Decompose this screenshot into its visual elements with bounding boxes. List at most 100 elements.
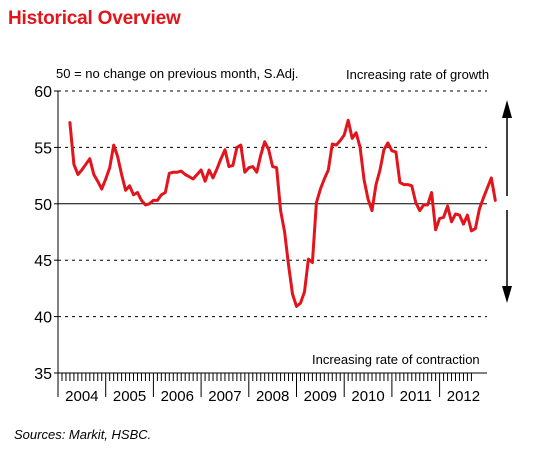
data-point xyxy=(332,143,333,144)
down-arrow-head xyxy=(502,286,512,303)
data-point xyxy=(260,155,261,156)
data-point xyxy=(109,167,110,168)
data-point xyxy=(252,166,253,167)
data-point xyxy=(157,200,158,201)
data-point xyxy=(189,176,190,177)
data-point xyxy=(73,164,74,165)
data-point xyxy=(340,140,341,141)
data-point xyxy=(89,158,90,159)
data-point xyxy=(344,134,345,135)
growth-annotation: Increasing rate of growth xyxy=(346,67,490,82)
data-point xyxy=(360,147,361,148)
data-point xyxy=(125,190,126,191)
data-point xyxy=(371,210,372,211)
y-tick-label: 60 xyxy=(34,84,52,101)
data-point xyxy=(121,174,122,175)
data-point xyxy=(312,262,313,263)
data-point xyxy=(296,306,297,307)
data-point xyxy=(276,167,277,168)
y-tick-label: 45 xyxy=(34,253,52,270)
data-point xyxy=(81,169,82,170)
data-point xyxy=(77,174,78,175)
data-point xyxy=(232,165,233,166)
data-point xyxy=(185,174,186,175)
x-tick-label: 2011 xyxy=(400,388,432,405)
data-point xyxy=(93,174,94,175)
data-point xyxy=(193,178,194,179)
up-arrow-head xyxy=(502,100,512,118)
data-point xyxy=(475,228,476,229)
data-point xyxy=(455,213,456,214)
data-point xyxy=(129,185,130,186)
x-tick-label: 2005 xyxy=(113,388,146,405)
data-point xyxy=(324,178,325,179)
data-point xyxy=(280,210,281,211)
data-point xyxy=(387,142,388,143)
data-point xyxy=(209,169,210,170)
data-point xyxy=(105,178,106,179)
data-point xyxy=(403,184,404,185)
x-tick-label: 2007 xyxy=(208,388,241,405)
data-point xyxy=(256,172,257,173)
data-point xyxy=(240,145,241,146)
data-point xyxy=(379,169,380,170)
gridlines xyxy=(58,90,487,318)
baseline-note: 50 = no change on previous month, S.Adj. xyxy=(56,66,299,81)
data-point xyxy=(407,184,408,185)
data-point xyxy=(328,169,329,170)
data-point xyxy=(244,172,245,173)
source-note: Sources: Markit, HSBC. xyxy=(14,427,152,442)
data-point xyxy=(165,192,166,193)
data-point xyxy=(216,168,217,169)
data-point xyxy=(117,156,118,157)
data-point xyxy=(228,166,229,167)
x-tick-label: 2009 xyxy=(304,388,337,405)
data-point xyxy=(391,150,392,151)
data-point xyxy=(268,149,269,150)
data-point xyxy=(431,192,432,193)
data-point xyxy=(248,167,249,168)
data-point xyxy=(161,194,162,195)
data-point xyxy=(364,180,365,181)
contraction-annotation: Increasing rate of contraction xyxy=(312,352,480,367)
data-point xyxy=(383,149,384,150)
data-point xyxy=(368,199,369,200)
data-point xyxy=(320,189,321,190)
x-tick-label: 2008 xyxy=(256,388,289,405)
data-point xyxy=(153,200,154,201)
y-tick-label: 40 xyxy=(34,310,52,327)
chart-title: Historical Overview xyxy=(8,8,181,29)
x-axis: 2004 2005 2006 2007 2008 2009 2010 2011 2012 xyxy=(57,372,487,405)
data-point xyxy=(69,122,70,123)
x-tick-label: 2012 xyxy=(447,388,480,405)
data-point xyxy=(352,138,353,139)
y-tick-label: 55 xyxy=(34,140,52,157)
data-point xyxy=(419,210,420,211)
data-point xyxy=(133,194,134,195)
data-point xyxy=(177,172,178,173)
data-point xyxy=(356,132,357,133)
series-line-0 xyxy=(68,118,497,308)
data-point xyxy=(483,198,484,199)
data-point xyxy=(308,259,309,260)
data-point xyxy=(336,145,337,146)
data-point xyxy=(212,177,213,178)
data-point xyxy=(101,189,102,190)
data-point xyxy=(288,264,289,265)
data-point xyxy=(181,171,182,172)
data-point xyxy=(415,202,416,203)
data-point xyxy=(375,184,376,185)
series xyxy=(68,118,497,308)
data-point xyxy=(85,164,86,165)
data-point xyxy=(284,231,285,232)
direction-arrows xyxy=(502,100,512,303)
data-point xyxy=(169,173,170,174)
data-point xyxy=(435,229,436,230)
data-point xyxy=(141,200,142,201)
data-point xyxy=(395,151,396,152)
data-point xyxy=(137,192,138,193)
data-point xyxy=(423,204,424,205)
data-point xyxy=(300,303,301,304)
data-point xyxy=(113,145,114,146)
data-point xyxy=(447,206,448,207)
